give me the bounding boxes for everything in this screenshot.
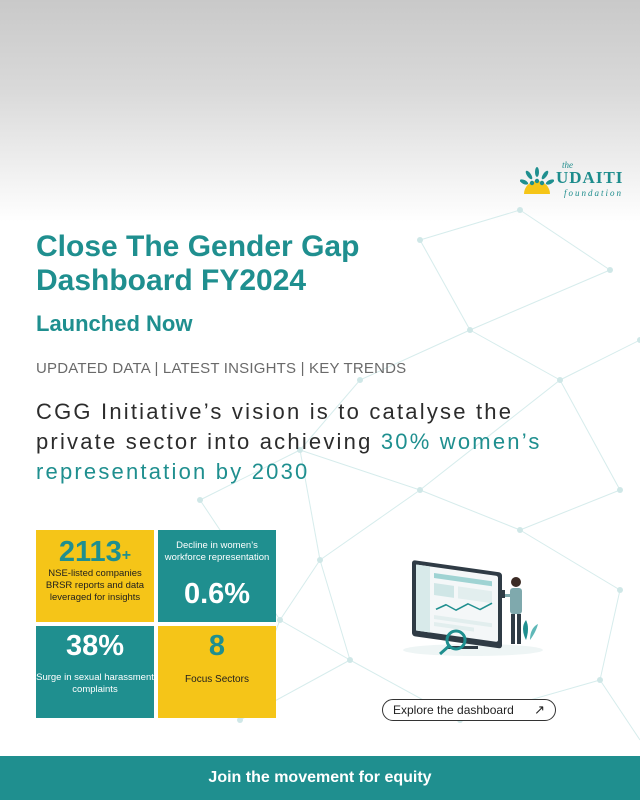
logo-prefix: the [562,160,573,170]
arrow-up-right-icon: ↗ [534,702,545,717]
stat-suffix: + [121,547,132,564]
udaiti-foundation-logo: the UDAITI foundation [520,160,632,202]
stat-workforce-decline: Decline in women’s workforce representat… [158,530,276,622]
stat-description: Decline in women’s workforce representat… [164,540,270,563]
stat-number: 2113 [58,536,122,568]
stats-grid: 2113+ NSE-listed companies BRSR reports … [36,530,276,718]
vision-statement: CGG Initiative’s vision is to catalyse t… [36,397,596,487]
vision-highlight: 30% women’s representation by 2030 [36,429,542,484]
explore-dashboard-label: Explore the dashboard [393,703,514,717]
tagline: UPDATED DATA | LATEST INSIGHTS | KEY TRE… [36,360,407,377]
network-background-pattern [197,207,640,741]
logo-suffix: foundation [564,188,624,198]
sunrise-logo-icon [520,167,554,194]
stat-description: Focus Sectors [185,674,249,685]
stat-description: Surge in sexual harassment complaints [36,672,154,695]
stat-value: 0.6% [183,578,251,610]
stat-harassment-surge: 38% Surge in sexual harassment complaint… [36,626,154,718]
explore-dashboard-button[interactable]: Explore the dashboard ↗ [382,699,556,721]
stat-value: 38% [65,630,125,662]
footer-text: Join the movement for equity [208,769,432,786]
stat-companies: 2113+ NSE-listed companies BRSR reports … [36,530,154,622]
stat-focus-sectors: 8 Focus Sectors [158,626,276,718]
title-line-2: Dashboard FY2024 [36,264,307,297]
logo-name: UDAITI [556,168,624,187]
stat-value: 2113+ [59,536,131,568]
dashboard-illustration [403,560,543,656]
vision-text: CGG Initiative’s vision is to catalyse t… [36,399,514,454]
title-line-1: Close The Gender Gap [36,230,360,263]
footer-banner: Join the movement for equity [0,756,640,800]
launch-subtitle: Launched Now [36,311,193,336]
stat-description: NSE-listed companies BRSR reports and da… [45,568,145,603]
stat-value: 8 [208,630,226,662]
page-title: Close The Gender Gap Dashboard FY2024 [36,230,359,298]
